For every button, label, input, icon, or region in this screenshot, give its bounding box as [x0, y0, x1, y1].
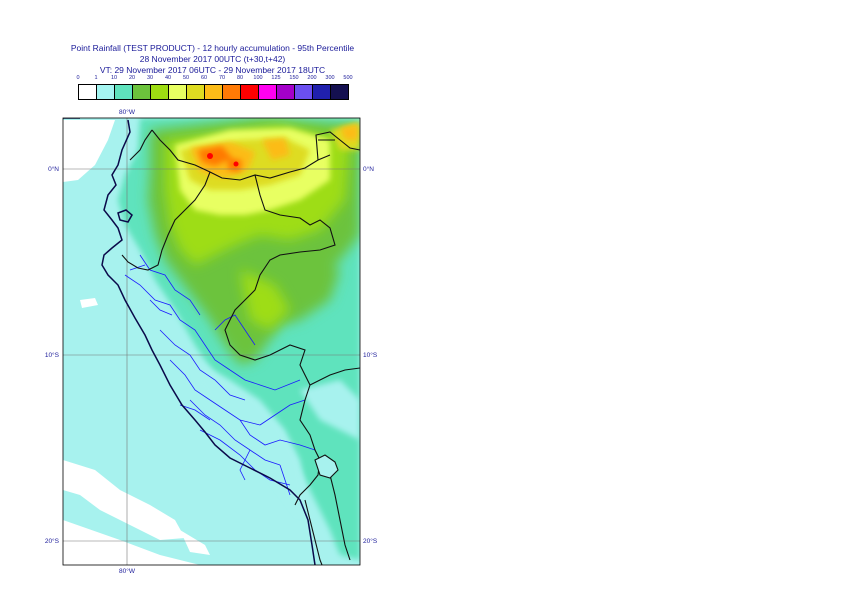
legend-label-12: 150 [289, 75, 299, 81]
legend-label-2: 10 [110, 75, 118, 81]
map-title: Point Rainfall (TEST PRODUCT) - 12 hourl… [0, 43, 425, 76]
lat-label-right-20s: 20°S [363, 537, 378, 545]
legend-label-13: 200 [307, 75, 317, 81]
legend-label-7: 60 [200, 75, 208, 81]
lat-label-right-0: 0°N [363, 165, 374, 173]
legend-label-6: 50 [182, 75, 190, 81]
lon-label-top: 80°W [119, 108, 136, 116]
coastline [63, 118, 316, 565]
rain-band-80 [207, 153, 239, 167]
legend-label-11: 125 [271, 75, 281, 81]
national-borders [121, 129, 360, 565]
title-line-2: 28 November 2017 00UTC (t+30,t+42) [139, 54, 286, 64]
lon-label-bottom: 80°W [119, 567, 136, 575]
map-frame [62, 117, 361, 566]
lat-label-left-0: 0°N [48, 165, 59, 173]
dry-patches [63, 120, 210, 565]
title-line-3: VT: 29 November 2017 06UTC - 29 November… [99, 65, 326, 75]
lat-label-left-20s: 20°S [45, 537, 60, 545]
legend-label-5: 40 [164, 75, 172, 81]
map-field [63, 118, 360, 565]
legend-label-3: 20 [128, 75, 136, 81]
dry-inland [195, 360, 360, 515]
legend-colorbar [0, 84, 842, 102]
legend-label-14: 300 [325, 75, 335, 81]
legend-label-8: 70 [218, 75, 226, 81]
lat-label-left-10s: 10°S [45, 351, 60, 359]
legend-label-9: 80 [236, 75, 244, 81]
lat-label-right-10s: 10°S [363, 351, 378, 359]
title-line-1: Point Rainfall (TEST PRODUCT) - 12 hourl… [70, 43, 355, 53]
legend-labels: 0 1 10 20 30 40 50 60 70 80 100 125 150 200 300 500 [0, 75, 842, 84]
legend-label-4: 30 [146, 75, 154, 81]
legend-label-0: 0 [76, 75, 80, 81]
admin-borders [124, 254, 316, 496]
legend-label-10: 100 [253, 75, 263, 81]
legend-label-15: 500 [343, 75, 353, 81]
legend-label-1: 1 [94, 75, 98, 81]
rain-band-70 [198, 146, 242, 172]
legend-swatch-14 [330, 84, 349, 100]
